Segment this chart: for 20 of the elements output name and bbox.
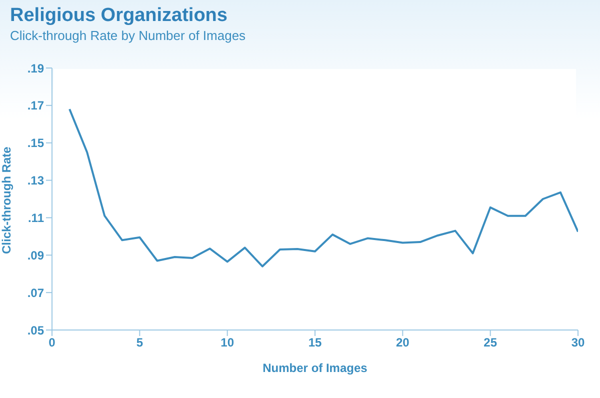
x-tick-label: 5 (136, 336, 144, 350)
y-tick-label: .15 (27, 136, 44, 150)
y-tick-label: .05 (27, 323, 44, 338)
x-tick-label: 25 (484, 336, 498, 350)
y-tick-label: .11 (28, 210, 44, 225)
line-series (68, 108, 578, 268)
y-axis-title: Click-through Rate (0, 146, 14, 254)
x-tick-label: 30 (571, 336, 585, 350)
y-tick-label: .19 (27, 61, 44, 76)
chart-title: Religious Organizations (10, 5, 228, 27)
y-tick-label: .17 (27, 98, 44, 113)
y-tick-label: .13 (27, 174, 44, 188)
x-tick-label: 15 (308, 336, 322, 350)
chart-subtitle: Click-through Rate by Number of Images (10, 28, 246, 43)
x-tick-label: 10 (220, 336, 234, 350)
y-tick-label: .07 (27, 286, 44, 300)
x-tick-label: 20 (396, 336, 410, 350)
x-axis-title: Number of Images (262, 361, 368, 375)
y-tick-label: .09 (27, 248, 44, 262)
x-tick-label: 0 (48, 336, 56, 350)
